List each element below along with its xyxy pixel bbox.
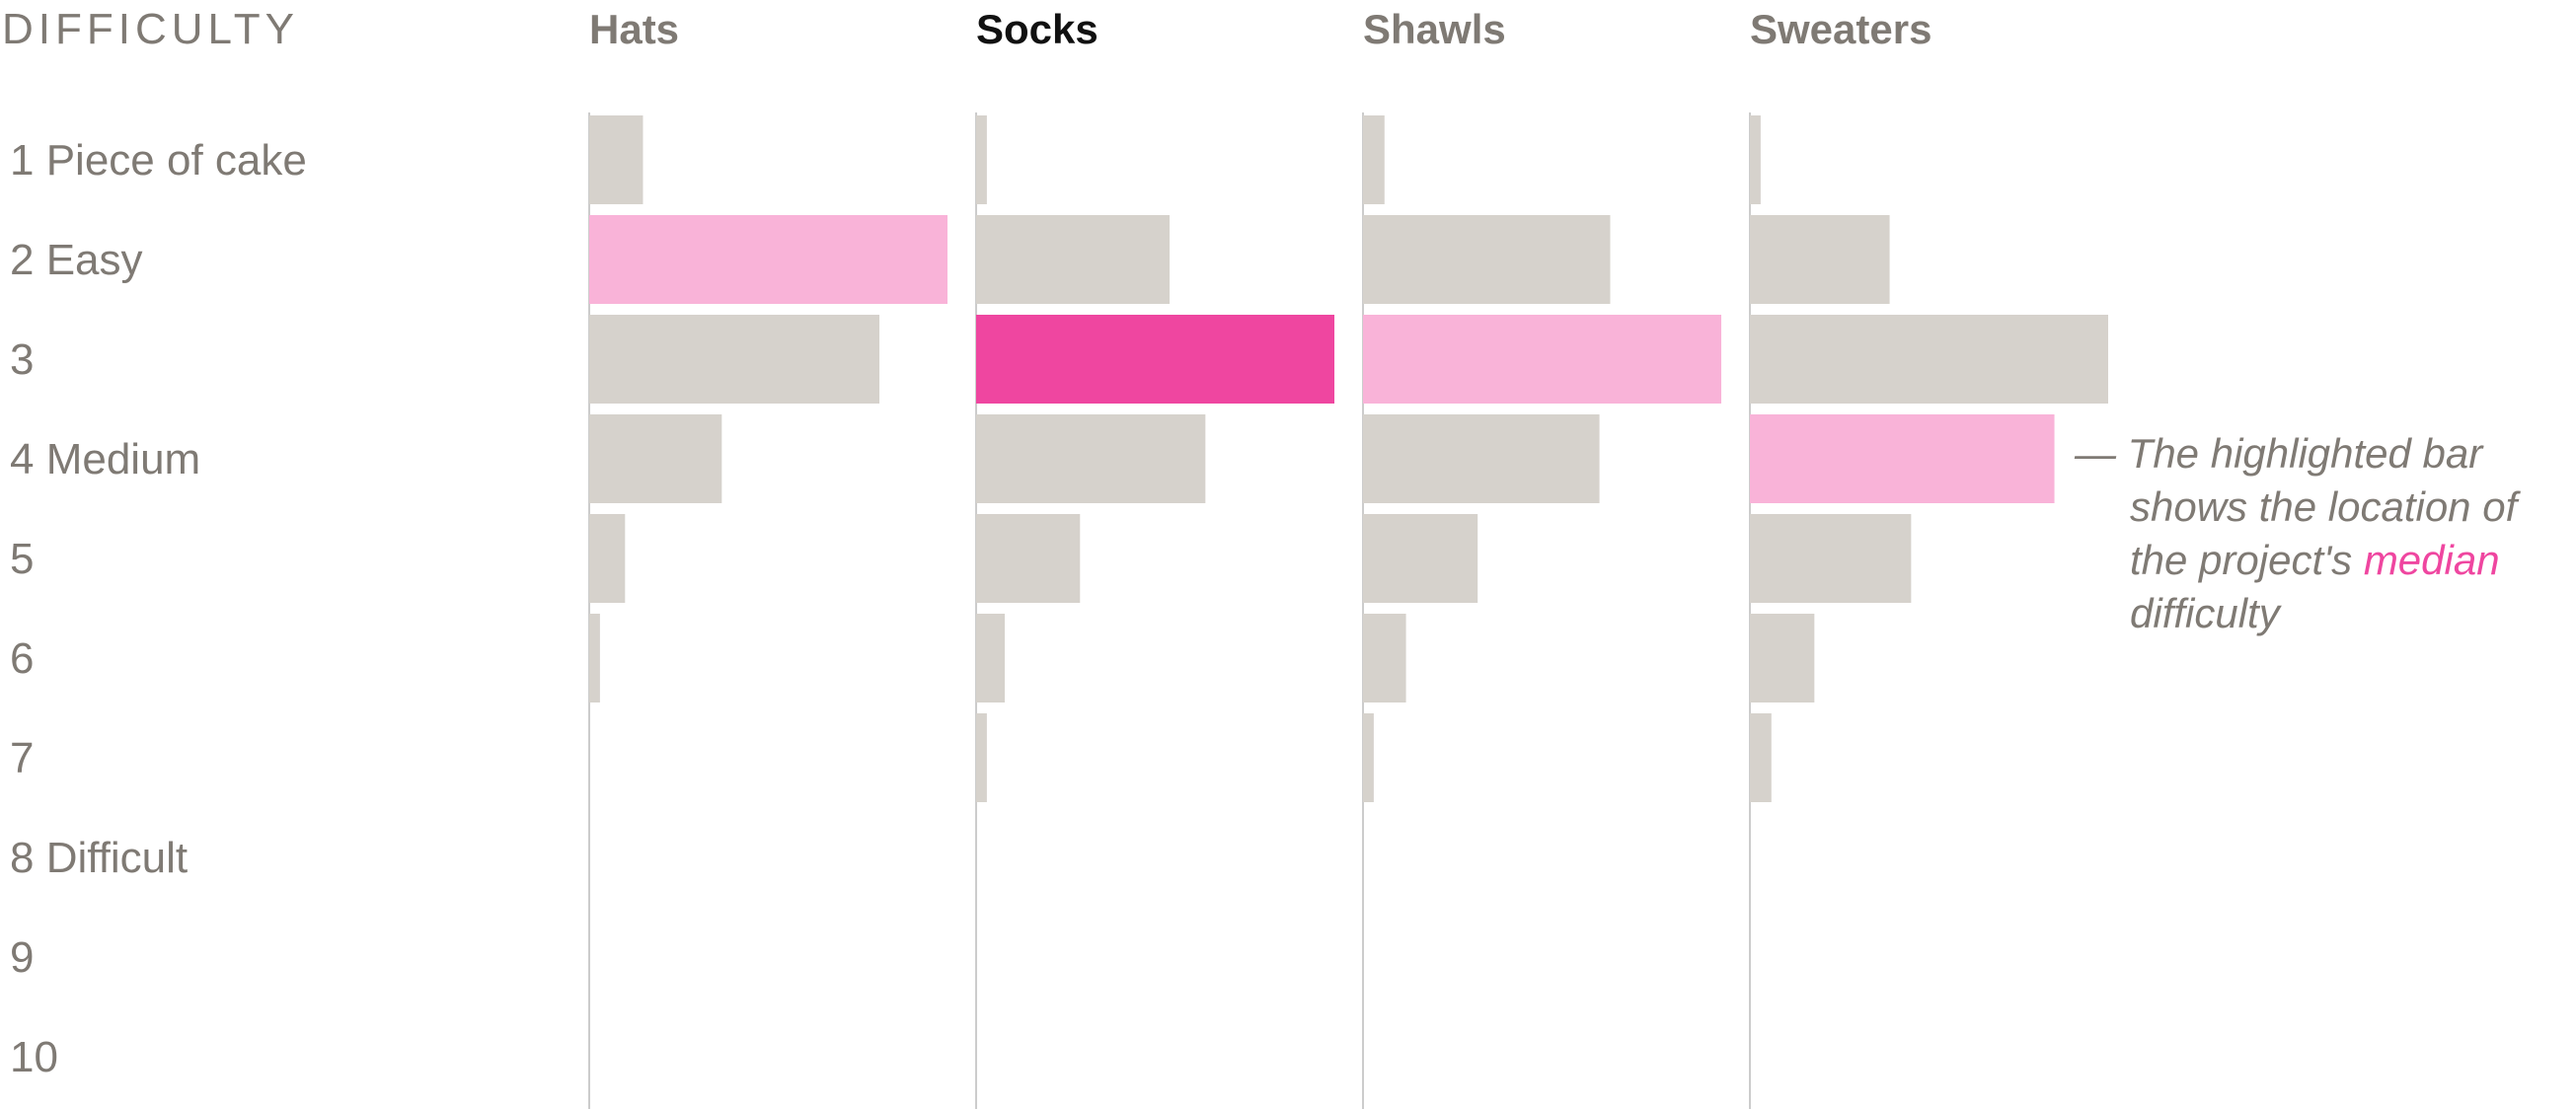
bar-socks-5 bbox=[976, 514, 1081, 603]
annotation-line-4: difficulty bbox=[2130, 590, 2283, 636]
bar-socks-6 bbox=[976, 614, 1006, 702]
row-label-8-difficult: 8 Difficult bbox=[10, 834, 188, 882]
bar-shawls-3-median bbox=[1363, 315, 1721, 404]
bar-socks-2-easy bbox=[976, 215, 1171, 304]
panel-title-shawls[interactable]: Shawls bbox=[1363, 6, 1506, 52]
annotation-line-3-prefix: the project's bbox=[2130, 537, 2364, 583]
panel-title-socks[interactable]: Socks bbox=[976, 6, 1099, 52]
panel-hats: Hats bbox=[588, 6, 947, 1109]
row-label-1-piece-of-cake: 1 Piece of cake bbox=[10, 136, 307, 185]
row-label-2-easy: 2 Easy bbox=[10, 236, 143, 284]
bar-shawls-7 bbox=[1363, 713, 1374, 802]
bar-socks-3-median bbox=[976, 315, 1334, 404]
bar-sweaters-3 bbox=[1750, 315, 2108, 404]
bar-sweaters-2-easy bbox=[1750, 215, 1890, 304]
row-label-3: 3 bbox=[10, 335, 34, 384]
annotation-line-3: the project's median bbox=[2130, 537, 2500, 583]
row-label-5: 5 bbox=[10, 535, 34, 583]
bar-socks-1-piece-of-cake bbox=[976, 115, 987, 204]
bar-hats-1-piece-of-cake bbox=[589, 115, 644, 204]
bar-sweaters-5 bbox=[1750, 514, 1912, 603]
bar-shawls-4-medium bbox=[1363, 414, 1600, 503]
panel-shawls: Shawls bbox=[1362, 6, 1721, 1109]
bar-hats-3 bbox=[589, 315, 880, 404]
bar-shawls-1-piece-of-cake bbox=[1363, 115, 1385, 204]
bar-hats-4-medium bbox=[589, 414, 722, 503]
row-label-6: 6 bbox=[10, 634, 34, 683]
axis-title: DIFFICULTY bbox=[2, 5, 299, 53]
bar-shawls-2-easy bbox=[1363, 215, 1611, 304]
bar-hats-6 bbox=[589, 614, 600, 702]
annotation-line-2: shows the location of bbox=[2130, 483, 2522, 530]
bar-sweaters-6 bbox=[1750, 614, 1815, 702]
bar-sweaters-4-medium-median bbox=[1750, 414, 2055, 503]
bar-sweaters-1-piece-of-cake bbox=[1750, 115, 1761, 204]
row-label-7: 7 bbox=[10, 734, 34, 782]
annotation-highlight-median: median bbox=[2364, 537, 2500, 583]
bar-hats-2-easy-median bbox=[589, 215, 947, 304]
bar-socks-7 bbox=[976, 713, 987, 802]
panel-sweaters: Sweaters bbox=[1749, 6, 2108, 1109]
bar-socks-4-medium bbox=[976, 414, 1206, 503]
row-label-9: 9 bbox=[10, 933, 34, 982]
panel-socks: Socks bbox=[975, 6, 1334, 1109]
bar-shawls-6 bbox=[1363, 614, 1406, 702]
bar-shawls-5 bbox=[1363, 514, 1478, 603]
bar-sweaters-7 bbox=[1750, 713, 1772, 802]
bar-hats-5 bbox=[589, 514, 626, 603]
panel-title-sweaters[interactable]: Sweaters bbox=[1750, 6, 1932, 52]
annotation-line-1: — The highlighted bar bbox=[2074, 430, 2484, 477]
row-label-4-medium: 4 Medium bbox=[10, 435, 200, 483]
row-label-10: 10 bbox=[10, 1033, 58, 1081]
panel-title-hats[interactable]: Hats bbox=[589, 6, 679, 52]
row-labels: 1 Piece of cake 2 Easy 3 4 Medium 5 6 7 8 Diffi… bbox=[10, 136, 307, 1081]
panels: Hats Socks Shawls Sweaters bbox=[588, 6, 2108, 1109]
